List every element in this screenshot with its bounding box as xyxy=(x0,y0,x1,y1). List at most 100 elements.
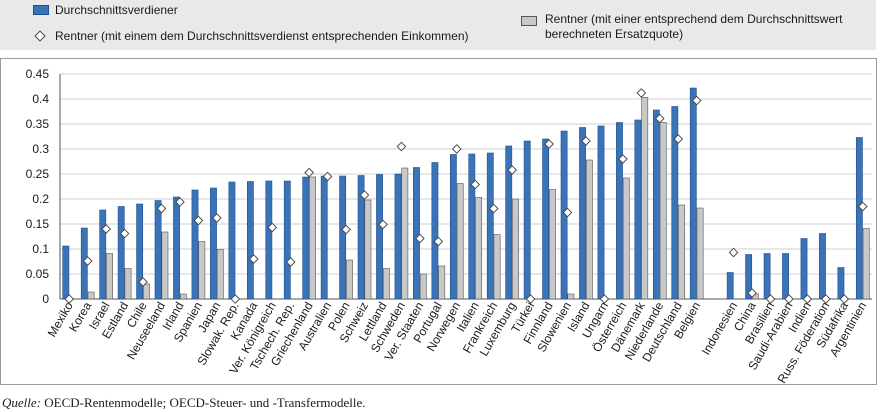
bar-pensioner-replacement xyxy=(585,159,593,300)
source-label: Quelle: xyxy=(2,395,41,410)
bar-average-earner xyxy=(154,200,162,300)
diamond-pensioner-income xyxy=(322,171,333,182)
bar-average-earner xyxy=(228,181,236,300)
bar-average-earner xyxy=(320,175,328,300)
diamond-pensioner-income xyxy=(654,113,665,124)
bar-average-earner xyxy=(117,206,125,300)
legend-label-pensioner-replacement: Rentner (mit einer entsprechend dem Durc… xyxy=(545,12,843,41)
y-tick-label: 0.4 xyxy=(32,92,49,106)
bar-average-earner xyxy=(634,119,642,300)
diamond-pensioner-income xyxy=(451,144,462,154)
diamond-pensioner-income xyxy=(193,215,204,226)
diamond-pensioner-income xyxy=(581,136,591,146)
bar-pensioner-replacement xyxy=(309,176,316,300)
diamond-pensioner-income xyxy=(765,294,776,304)
bar-pensioner-replacement xyxy=(124,268,132,300)
bar-pensioner-replacement xyxy=(106,253,113,300)
bar-pensioner-replacement xyxy=(198,241,206,300)
bar-average-earner xyxy=(597,125,605,300)
diamond-pensioner-income xyxy=(359,190,370,200)
bar-pensioner-replacement xyxy=(216,249,224,300)
diamond-pensioner-income xyxy=(857,201,868,212)
bar-average-earner xyxy=(431,162,439,300)
diamond-pensioner-income xyxy=(285,257,296,267)
bar-average-earner xyxy=(136,203,144,300)
bar-pensioner-replacement xyxy=(678,204,686,300)
y-tick-label: 0.05 xyxy=(26,267,50,281)
bar-average-earner xyxy=(652,109,660,300)
diamond-pensioner-income xyxy=(175,197,185,207)
bar-pensioner-replacement xyxy=(346,259,353,300)
diamond-pensioner-income xyxy=(728,247,739,258)
y-tick-label: 0.45 xyxy=(26,67,50,81)
bar-pensioner-replacement xyxy=(567,293,575,300)
legend-swatch-pensioner-replacement xyxy=(521,16,537,26)
bar-pensioner-replacement xyxy=(364,199,372,300)
bar-average-earner xyxy=(689,87,697,300)
diamond-pensioner-income xyxy=(101,224,111,234)
y-tick-label: 0.3 xyxy=(32,142,49,156)
bar-pensioner-replacement xyxy=(419,273,427,300)
bar-average-earner xyxy=(486,152,494,300)
chart-legend: Durchschnittsverdiener Rentner (mit eine… xyxy=(0,0,876,50)
diamond-pensioner-income xyxy=(64,294,75,304)
diamond-pensioner-income xyxy=(488,203,499,214)
y-tick-label: 0 xyxy=(42,292,49,306)
bar-average-earner xyxy=(449,154,457,300)
bar-pensioner-replacement xyxy=(659,122,667,300)
bar-average-earner xyxy=(210,187,217,300)
diamond-pensioner-income xyxy=(802,294,813,304)
bar-pensioner-replacement xyxy=(696,207,704,300)
diamond-pensioner-income xyxy=(544,139,554,149)
y-tick-label: 0.2 xyxy=(32,192,49,206)
diamond-pensioner-income xyxy=(230,294,241,304)
bar-average-earner xyxy=(542,138,550,300)
bar-average-earner xyxy=(523,140,531,300)
bar-pensioner-replacement xyxy=(161,231,169,300)
bar-pensioner-replacement xyxy=(143,283,150,300)
bar-pensioner-replacement xyxy=(438,265,446,300)
legend-label-pensioner-income: Rentner (mit einem dem Durchschnittsverd… xyxy=(55,29,469,43)
source-note: Quelle: OECD-Rentenmodelle; OECD-Steuer-… xyxy=(2,395,366,411)
bar-average-earner xyxy=(191,189,199,300)
bar-average-earner xyxy=(302,176,310,300)
bar-average-earner xyxy=(394,173,402,300)
bar-pensioner-replacement xyxy=(549,189,556,300)
bar-average-earner xyxy=(800,238,808,300)
diamond-pensioner-income xyxy=(636,88,647,98)
bar-average-earner xyxy=(246,181,254,300)
bar-pensioner-replacement xyxy=(179,293,187,300)
diamond-pensioner-income xyxy=(267,222,278,233)
y-tick-label: 0.25 xyxy=(26,167,50,181)
diamond-pensioner-income xyxy=(156,203,167,214)
bar-average-earner xyxy=(357,175,365,300)
bar-average-earner xyxy=(763,253,771,300)
source-text: OECD-Rentenmodelle; OECD-Steuer- und -Tr… xyxy=(40,395,366,410)
bar-average-earner xyxy=(505,145,513,300)
bar-average-earner xyxy=(265,180,273,300)
diamond-pensioner-income xyxy=(673,134,684,144)
diamond-pensioner-income xyxy=(747,288,757,298)
bar-average-earner xyxy=(837,267,845,300)
bar-average-earner xyxy=(173,196,180,300)
diamond-pensioner-income xyxy=(470,179,481,190)
diamond-pensioner-income xyxy=(378,219,388,230)
bar-pensioner-replacement xyxy=(456,183,464,300)
diamond-pensioner-income xyxy=(562,207,573,218)
y-tick-label: 0.1 xyxy=(32,242,49,256)
legend-label-average-earner: Durchschnittsverdiener xyxy=(55,3,178,17)
bar-pensioner-replacement xyxy=(382,268,390,300)
diamond-pensioner-income xyxy=(784,294,794,304)
bar-pensioner-replacement xyxy=(641,97,649,300)
y-tick-label: 0.35 xyxy=(26,117,50,131)
bar-pensioner-replacement xyxy=(87,291,95,300)
diamond-pensioner-income xyxy=(248,254,259,264)
bar-average-earner xyxy=(376,174,383,300)
bar-pensioner-replacement xyxy=(475,197,483,300)
legend-swatch-average-earner xyxy=(33,5,49,15)
bar-average-earner xyxy=(671,106,679,300)
diamond-pensioner-income xyxy=(525,294,536,304)
bar-average-earner xyxy=(99,209,107,300)
diamond-pensioner-income xyxy=(341,224,351,235)
